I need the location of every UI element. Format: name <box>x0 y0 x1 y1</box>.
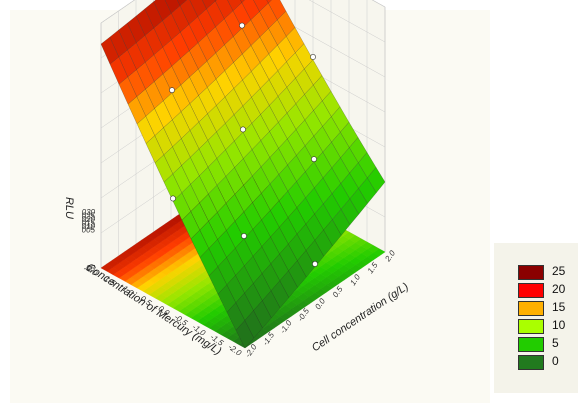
legend-label: 5 <box>552 336 559 350</box>
design-point <box>312 261 318 267</box>
legend-label: 0 <box>552 354 559 368</box>
design-point <box>311 156 317 163</box>
z-tick-label: 015 <box>82 219 96 228</box>
z-tick-label: 010 <box>82 222 96 231</box>
legend-swatch <box>518 319 544 334</box>
z-tick-label: -05 <box>83 264 95 273</box>
legend-swatch <box>518 265 544 280</box>
legend-label: 15 <box>552 300 566 314</box>
legend-label: 10 <box>552 318 566 332</box>
legend: 25 20 15 10 5 0 <box>494 243 578 393</box>
design-point <box>239 22 245 29</box>
legend-label: 25 <box>552 264 566 278</box>
legend-swatch <box>518 301 544 316</box>
surface-cell <box>235 320 255 349</box>
design-point <box>169 87 175 94</box>
surface-cell <box>266 0 272 4</box>
z-axis-title: RLU <box>63 197 75 219</box>
design-point <box>240 126 246 133</box>
legend-swatch <box>518 337 544 352</box>
z-tick-label: 025 <box>82 212 96 221</box>
legend-swatch <box>518 283 544 298</box>
design-point <box>310 54 316 60</box>
legend-swatch <box>518 355 544 370</box>
design-point <box>170 195 176 202</box>
z-tick-label: 005 <box>82 226 96 235</box>
legend-label: 20 <box>552 282 566 296</box>
z-tick-label: 020 <box>82 215 96 224</box>
design-point <box>241 233 247 239</box>
z-tick-label: 030 <box>82 208 96 217</box>
